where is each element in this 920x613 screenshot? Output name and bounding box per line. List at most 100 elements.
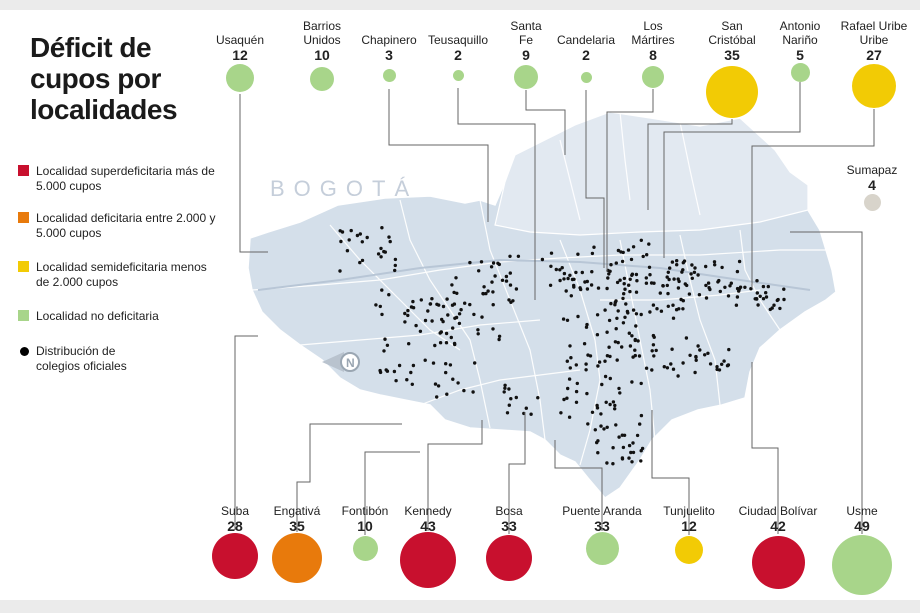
school-dot: [605, 286, 609, 291]
school-dots: [338, 226, 786, 466]
school-dot: [737, 259, 742, 264]
school-dot: [756, 303, 760, 307]
school-dot: [574, 400, 579, 404]
school-dot: [761, 297, 766, 301]
school-dot: [720, 265, 724, 270]
school-dot: [690, 276, 694, 280]
school-dot: [473, 361, 477, 365]
school-dot: [615, 316, 619, 320]
school-dot: [503, 383, 507, 387]
school-dot: [681, 307, 685, 311]
leader-line: [457, 88, 536, 300]
school-dot: [496, 261, 500, 265]
school-dot: [596, 451, 600, 455]
school-dot: [360, 258, 365, 263]
locality-circle: [352, 535, 378, 561]
school-dot: [630, 460, 634, 464]
sumapaz-locality-label: Sumapaz 4: [827, 163, 917, 193]
school-dot: [568, 366, 572, 370]
school-dot: [696, 344, 700, 348]
locality-name: Usme: [846, 504, 878, 518]
school-dot: [595, 440, 599, 445]
school-dot: [611, 462, 615, 466]
school-dot: [558, 278, 562, 283]
school-dot: [782, 287, 786, 291]
north-arrow-icon: N: [322, 352, 360, 372]
school-dot: [403, 320, 407, 324]
top-locality-label: Antonio Nariño 5: [755, 19, 845, 63]
school-dot: [636, 339, 640, 343]
school-dot: [620, 345, 624, 349]
school-dot: [627, 443, 632, 448]
top-locality-label: Usaquén 12: [195, 33, 285, 63]
school-dot: [580, 270, 584, 275]
school-dot: [548, 283, 553, 287]
school-dot: [665, 366, 670, 370]
locality-circle: [642, 66, 664, 88]
school-dot: [574, 270, 578, 275]
school-dot: [693, 266, 697, 270]
school-dot: [388, 239, 392, 244]
school-dot: [456, 381, 460, 385]
school-dot: [704, 264, 708, 269]
school-dot: [491, 303, 495, 307]
locality-name: Usaquén: [215, 33, 265, 47]
locality-name: Bosa: [495, 504, 523, 518]
bottom-locality-label: Usme 49: [817, 504, 907, 534]
school-dot: [493, 274, 497, 278]
leader-line: [508, 412, 526, 534]
school-dot: [626, 311, 630, 315]
school-dot: [584, 368, 588, 372]
school-dot: [418, 329, 423, 333]
school-dot: [631, 450, 636, 455]
school-dot: [529, 412, 533, 416]
legend-label: Localidad no deficitaria: [36, 309, 159, 323]
school-dot: [717, 368, 722, 372]
school-dot: [627, 283, 631, 287]
school-dot: [585, 287, 590, 291]
school-dot: [347, 238, 351, 242]
school-dot: [393, 257, 398, 262]
school-dot: [764, 291, 768, 295]
leader-line: [751, 362, 779, 534]
school-dot: [376, 252, 381, 256]
school-dot: [680, 270, 684, 274]
school-dot: [713, 263, 717, 267]
school-dot: [615, 280, 620, 285]
school-dot: [428, 302, 433, 306]
school-dot: [715, 365, 719, 369]
school-dot: [597, 360, 602, 364]
locality-name: Ciudad Bolívar: [738, 504, 818, 518]
school-dot: [644, 276, 648, 280]
school-dot: [407, 342, 411, 346]
school-dot: [675, 259, 679, 263]
school-dot: [651, 303, 656, 307]
school-dot: [622, 282, 626, 286]
school-dot: [586, 422, 590, 426]
school-dot: [504, 279, 509, 283]
school-dot: [572, 285, 576, 289]
school-dot: [405, 378, 409, 382]
school-dot: [378, 304, 382, 309]
school-dot: [607, 318, 612, 323]
locality-circle: [863, 193, 881, 211]
school-dot: [444, 341, 449, 345]
school-dot: [419, 298, 423, 302]
school-dot: [628, 289, 632, 294]
school-dot: [584, 362, 588, 366]
leader-line: [606, 89, 654, 272]
school-dot: [406, 313, 410, 318]
school-dot: [374, 303, 378, 307]
locality-circle: [452, 69, 464, 81]
school-dot: [638, 422, 642, 426]
school-dot: [451, 377, 455, 381]
school-dot: [658, 291, 662, 295]
school-dot: [635, 433, 640, 438]
school-dot: [409, 370, 413, 375]
school-dot: [647, 242, 651, 246]
school-dot: [564, 289, 568, 293]
school-dot: [614, 423, 618, 427]
school-dot: [568, 344, 572, 348]
locality-name: Santa Fe: [510, 19, 542, 47]
